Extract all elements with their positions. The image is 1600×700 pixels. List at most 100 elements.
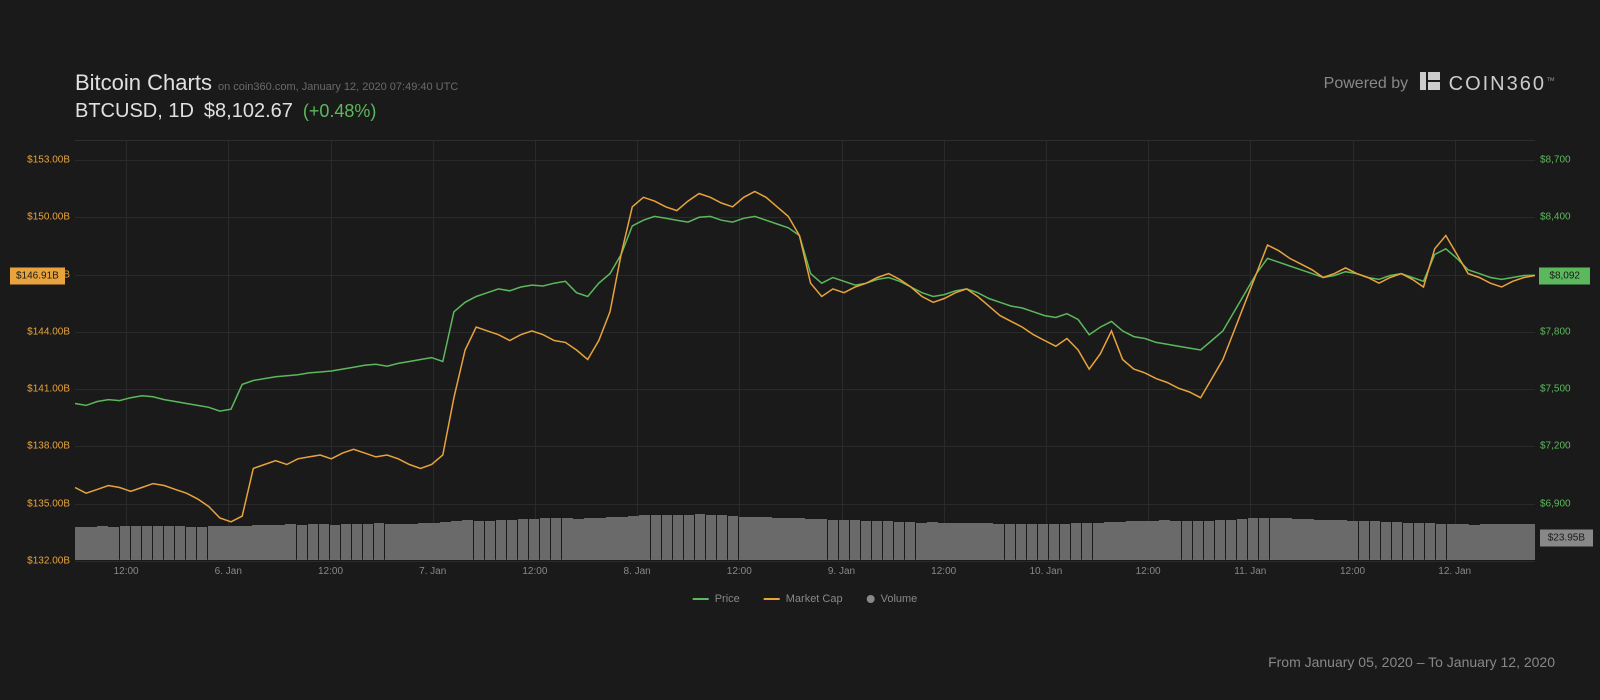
volume-bar (1060, 524, 1070, 560)
volume-bar (971, 523, 981, 560)
price-current-badge: $8,092 (1539, 268, 1590, 285)
legend-mcap-swatch (764, 598, 780, 600)
volume-bar (1314, 520, 1324, 561)
legend-price: Price (693, 593, 740, 605)
legend-price-label: Price (715, 593, 740, 605)
volume-bar (285, 524, 295, 560)
x-tick: 8. Jan (623, 566, 650, 577)
volume-bar (120, 526, 130, 560)
volume-bar (1038, 524, 1048, 560)
volume-bar (341, 524, 351, 560)
x-tick: 11. Jan (1234, 566, 1266, 577)
volume-bar (982, 523, 992, 560)
volume-bar (385, 524, 395, 560)
legend-price-swatch (693, 598, 709, 600)
volume-bar (1458, 524, 1468, 560)
volume-bar (518, 519, 528, 560)
volume-bar (308, 524, 318, 560)
volume-bar (197, 527, 207, 560)
volume-bar (1336, 520, 1346, 560)
volume-bar (540, 518, 550, 560)
volume-bar (86, 527, 96, 560)
x-tick: 12:00 (522, 566, 547, 577)
volume-bar (429, 523, 439, 561)
volume-bar (794, 518, 804, 560)
volume-bar (960, 523, 970, 561)
y-left-tick: $153.00B (15, 155, 70, 166)
volume-bar (1392, 522, 1402, 560)
volume-bar (1381, 522, 1391, 560)
y-left-tick: $150.00B (15, 212, 70, 223)
legend-mcap-label: Market Cap (786, 593, 843, 605)
y-left-tick: $144.00B (15, 326, 70, 337)
volume-bar (1148, 521, 1158, 560)
volume-bar (1325, 520, 1335, 560)
volume-bar (949, 523, 959, 560)
volume-bar (219, 526, 229, 561)
volume-bar (1248, 518, 1258, 560)
volume-bar (1480, 524, 1490, 560)
volume-bar (706, 515, 716, 560)
volume-bar (1126, 521, 1136, 560)
powered-by: Powered by COIN360™ (1324, 72, 1555, 96)
volume-bar (175, 526, 185, 560)
volume-bar (131, 526, 141, 560)
volume-bar (861, 521, 871, 560)
volume-bar (451, 521, 461, 560)
volume-bar (319, 524, 329, 560)
volume-bar (440, 522, 450, 560)
volume-bar (1447, 524, 1457, 560)
volume-bar (728, 516, 738, 560)
volume-bar (883, 521, 893, 560)
x-tick: 7. Jan (419, 566, 446, 577)
volume-bar (1347, 521, 1357, 560)
volume-bar (551, 518, 561, 560)
volume-bar (1071, 523, 1081, 560)
date-range: From January 05, 2020 – To January 12, 2… (1268, 654, 1555, 670)
volume-bar (772, 518, 782, 560)
volume-bar (507, 520, 517, 561)
volume-bar (330, 525, 340, 560)
volume-bar (1215, 520, 1225, 560)
y-right-tick: $8,700 (1540, 155, 1585, 166)
volume-bar (739, 517, 749, 561)
pair-label: BTCUSD, 1D (75, 100, 194, 123)
volume-bar (529, 519, 539, 560)
volume-bar (274, 525, 284, 560)
legend-mcap: Market Cap (764, 593, 843, 605)
x-tick: 10. Jan (1029, 566, 1062, 577)
volume-bar (1137, 521, 1147, 560)
volume-bar (230, 526, 240, 560)
volume-bar (1027, 524, 1037, 560)
volume-bar (75, 527, 85, 560)
volume-bar (142, 526, 152, 561)
x-tick: 6. Jan (215, 566, 242, 577)
x-tick: 9. Jan (828, 566, 855, 577)
y-left-tick: $138.00B (15, 441, 70, 452)
volume-bar (805, 519, 815, 560)
volume-bar (407, 524, 417, 560)
volume-current-badge: $23.95B (1540, 529, 1593, 546)
volume-bar (584, 518, 594, 560)
volume-bar (1370, 521, 1380, 560)
volume-bars (75, 500, 1535, 560)
powered-label: Powered by (1324, 75, 1409, 93)
chart-area[interactable]: 12:006. Jan12:007. Jan12:008. Jan12:009.… (75, 140, 1535, 560)
volume-bar (485, 521, 495, 560)
volume-bar (783, 518, 793, 560)
x-tick: 12:00 (318, 566, 343, 577)
volume-bar (717, 515, 727, 560)
volume-bar (474, 521, 484, 560)
volume-bar (1093, 523, 1103, 561)
volume-bar (562, 518, 572, 560)
volume-bar (97, 526, 107, 560)
volume-bar (374, 523, 384, 560)
legend-volume-swatch (867, 595, 875, 603)
volume-bar (263, 525, 273, 560)
volume-bar (297, 525, 307, 560)
volume-bar (1359, 521, 1369, 560)
volume-bar (828, 520, 838, 561)
volume-bar (993, 524, 1003, 560)
volume-bar (894, 522, 904, 560)
line-layer (75, 140, 1535, 560)
